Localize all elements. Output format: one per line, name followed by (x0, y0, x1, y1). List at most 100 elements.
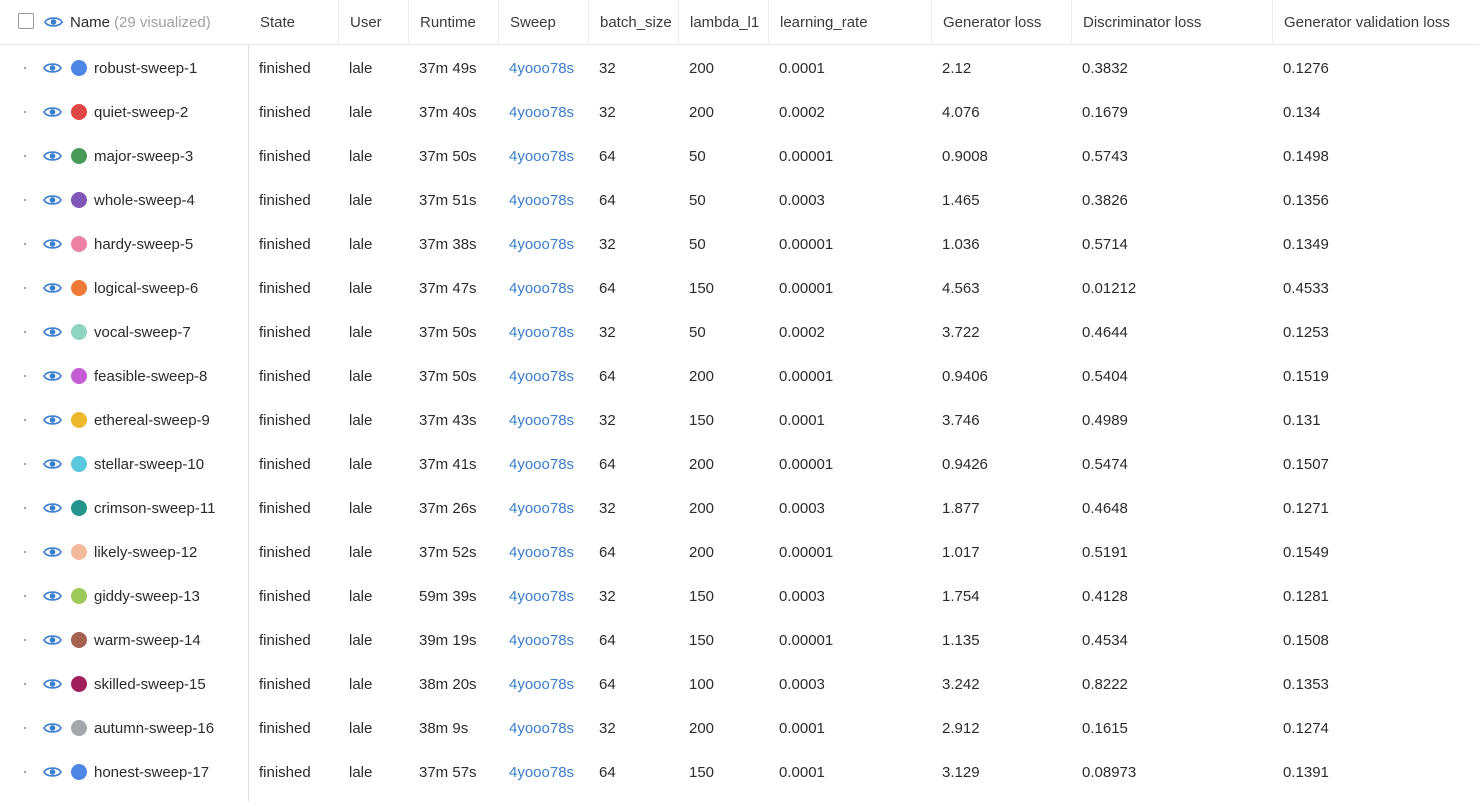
row-drag-handle[interactable] (24, 507, 26, 509)
run-color-dot[interactable] (71, 236, 87, 252)
run-color-dot[interactable] (71, 500, 87, 516)
row-drag-handle[interactable] (24, 243, 26, 245)
column-header-lambda-l1[interactable]: lambda_l1 (690, 13, 760, 31)
row-drag-handle[interactable] (24, 463, 26, 465)
column-header-learning-rate[interactable]: learning_rate (780, 13, 868, 31)
run-name-link[interactable]: crimson-sweep-11 (94, 499, 216, 517)
row-drag-handle[interactable] (24, 155, 26, 157)
run-color-dot[interactable] (71, 412, 87, 428)
visibility-eye-icon[interactable] (43, 501, 62, 515)
sweep-link[interactable]: 4yooo78s (509, 103, 575, 121)
visibility-eye-icon[interactable] (43, 413, 62, 427)
run-color-dot[interactable] (71, 720, 87, 736)
visibility-eye-icon[interactable] (43, 545, 62, 559)
run-name-link[interactable]: honest-sweep-17 (94, 763, 210, 781)
run-color-dot[interactable] (71, 588, 87, 604)
run-name-link[interactable]: warm-sweep-14 (94, 631, 201, 649)
visibility-eye-icon[interactable] (43, 765, 62, 779)
visibility-eye-icon[interactable] (43, 589, 62, 603)
visibility-eye-icon[interactable] (43, 457, 62, 471)
run-color-dot[interactable] (71, 544, 87, 560)
visibility-eye-icon[interactable] (43, 193, 62, 207)
visibility-eye-icon[interactable] (43, 325, 62, 339)
sweep-link[interactable]: 4yooo78s (509, 367, 575, 385)
column-header-generator-validation-loss[interactable]: Generator validation loss (1284, 13, 1450, 31)
visibility-eye-icon[interactable] (43, 281, 62, 295)
column-header-sweep[interactable]: Sweep (510, 13, 556, 31)
select-all-checkbox[interactable] (18, 13, 34, 29)
row-drag-handle[interactable] (24, 331, 26, 333)
run-color-dot[interactable] (71, 192, 87, 208)
visibility-eye-icon[interactable] (43, 61, 62, 75)
sweep-link[interactable]: 4yooo78s (509, 279, 575, 297)
run-color-dot[interactable] (71, 280, 87, 296)
row-drag-handle[interactable] (24, 199, 26, 201)
run-name-link[interactable]: major-sweep-3 (94, 147, 194, 165)
sweep-link[interactable]: 4yooo78s (509, 499, 575, 517)
run-name-link[interactable]: robust-sweep-1 (94, 59, 198, 77)
column-header-discriminator-loss[interactable]: Discriminator loss (1083, 13, 1202, 31)
run-name-link[interactable]: logical-sweep-6 (94, 279, 199, 297)
sweep-link[interactable]: 4yooo78s (509, 59, 575, 77)
eye-icon[interactable] (44, 15, 63, 29)
column-divider[interactable] (1272, 0, 1273, 44)
table-row[interactable]: honest-sweep-17 finished lale 37m 57s 4yooo7… (0, 750, 1479, 794)
column-header-state[interactable]: State (260, 13, 296, 31)
sweep-link[interactable]: 4yooo78s (509, 455, 575, 473)
row-drag-handle[interactable] (24, 639, 26, 641)
run-name-link[interactable]: skilled-sweep-15 (94, 675, 206, 693)
table-row[interactable]: giddy-sweep-13 finished lale 59m 39s 4yooo78… (0, 574, 1479, 618)
sweep-link[interactable]: 4yooo78s (509, 411, 575, 429)
row-drag-handle[interactable] (24, 551, 26, 553)
run-name-link[interactable]: stellar-sweep-10 (94, 455, 205, 473)
row-drag-handle[interactable] (24, 67, 26, 69)
run-color-dot[interactable] (71, 104, 87, 120)
sweep-link[interactable]: 4yooo78s (509, 763, 575, 781)
column-divider[interactable] (338, 0, 339, 44)
run-name-link[interactable]: quiet-sweep-2 (94, 103, 189, 121)
sweep-link[interactable]: 4yooo78s (509, 323, 575, 341)
row-drag-handle[interactable] (24, 419, 26, 421)
sweep-link[interactable]: 4yooo78s (509, 675, 575, 693)
column-header-name[interactable]: Name (29 visualized) (70, 0, 211, 44)
sweep-link[interactable]: 4yooo78s (509, 191, 575, 209)
column-divider[interactable] (768, 0, 769, 44)
row-drag-handle[interactable] (24, 683, 26, 685)
visibility-eye-icon[interactable] (43, 369, 62, 383)
run-color-dot[interactable] (71, 676, 87, 692)
run-name-link[interactable]: whole-sweep-4 (94, 191, 195, 209)
table-row[interactable]: skilled-sweep-15 finished lale 38m 20s 4yooo… (0, 662, 1479, 706)
column-divider[interactable] (408, 0, 409, 44)
run-color-dot[interactable] (71, 456, 87, 472)
row-drag-handle[interactable] (24, 595, 26, 597)
run-color-dot[interactable] (71, 632, 87, 648)
run-name-link[interactable]: ethereal-sweep-9 (94, 411, 210, 429)
visibility-eye-icon[interactable] (43, 237, 62, 251)
table-row[interactable]: crimson-sweep-11 finished lale 37m 26s 4yooo… (0, 486, 1479, 530)
table-row[interactable]: feasible-sweep-8 finished lale 37m 50s 4yooo… (0, 354, 1479, 398)
sweep-link[interactable]: 4yooo78s (509, 543, 575, 561)
run-name-link[interactable]: giddy-sweep-13 (94, 587, 200, 605)
table-row[interactable]: major-sweep-3 finished lale 37m 50s 4yooo78s… (0, 134, 1479, 178)
table-row[interactable]: hardy-sweep-5 finished lale 37m 38s 4yooo78s… (0, 222, 1479, 266)
run-color-dot[interactable] (71, 148, 87, 164)
row-drag-handle[interactable] (24, 375, 26, 377)
column-header-generator-loss[interactable]: Generator loss (943, 13, 1042, 31)
sweep-link[interactable]: 4yooo78s (509, 235, 575, 253)
run-color-dot[interactable] (71, 60, 87, 76)
column-divider[interactable] (498, 0, 499, 44)
row-drag-handle[interactable] (24, 287, 26, 289)
table-row[interactable]: robust-sweep-1 finished lale 37m 49s 4yooo78… (0, 46, 1479, 90)
sweep-link[interactable]: 4yooo78s (509, 587, 575, 605)
table-row[interactable]: whole-sweep-4 finished lale 37m 51s 4yooo78s… (0, 178, 1479, 222)
column-divider[interactable] (588, 0, 589, 44)
sweep-link[interactable]: 4yooo78s (509, 719, 575, 737)
table-row[interactable]: warm-sweep-14 finished lale 39m 19s 4yooo78s… (0, 618, 1479, 662)
run-name-link[interactable]: hardy-sweep-5 (94, 235, 194, 253)
table-row[interactable]: autumn-sweep-16 finished lale 38m 9s 4yooo78… (0, 706, 1479, 750)
sweep-link[interactable]: 4yooo78s (509, 147, 575, 165)
run-name-link[interactable]: autumn-sweep-16 (94, 719, 215, 737)
run-color-dot[interactable] (71, 324, 87, 340)
column-divider[interactable] (678, 0, 679, 44)
visibility-eye-icon[interactable] (43, 721, 62, 735)
